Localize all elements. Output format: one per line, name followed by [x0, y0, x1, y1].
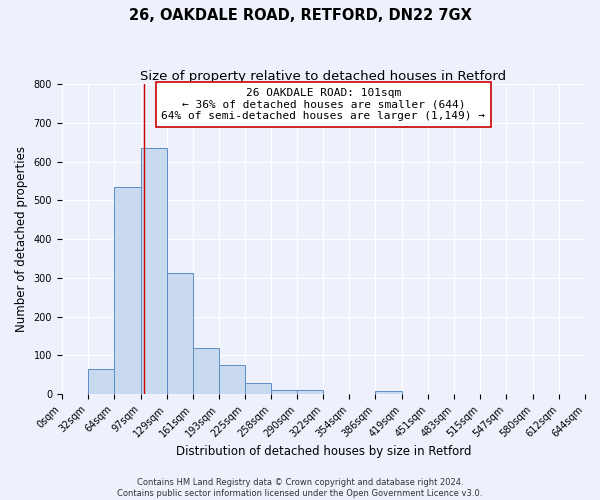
Bar	[218, 365, 245, 394]
Bar	[114, 187, 140, 394]
Y-axis label: Number of detached properties: Number of detached properties	[15, 146, 28, 332]
Bar	[140, 148, 167, 394]
Bar	[88, 369, 114, 394]
Bar	[298, 390, 323, 394]
Text: Contains HM Land Registry data © Crown copyright and database right 2024.
Contai: Contains HM Land Registry data © Crown c…	[118, 478, 482, 498]
X-axis label: Distribution of detached houses by size in Retford: Distribution of detached houses by size …	[176, 444, 471, 458]
Bar	[193, 348, 218, 394]
Bar	[376, 391, 402, 394]
Bar	[271, 390, 298, 394]
Bar	[245, 382, 271, 394]
Title: Size of property relative to detached houses in Retford: Size of property relative to detached ho…	[140, 70, 506, 83]
Text: 26, OAKDALE ROAD, RETFORD, DN22 7GX: 26, OAKDALE ROAD, RETFORD, DN22 7GX	[128, 8, 472, 22]
Bar	[167, 274, 193, 394]
Text: 26 OAKDALE ROAD: 101sqm
← 36% of detached houses are smaller (644)
64% of semi-d: 26 OAKDALE ROAD: 101sqm ← 36% of detache…	[161, 88, 485, 121]
